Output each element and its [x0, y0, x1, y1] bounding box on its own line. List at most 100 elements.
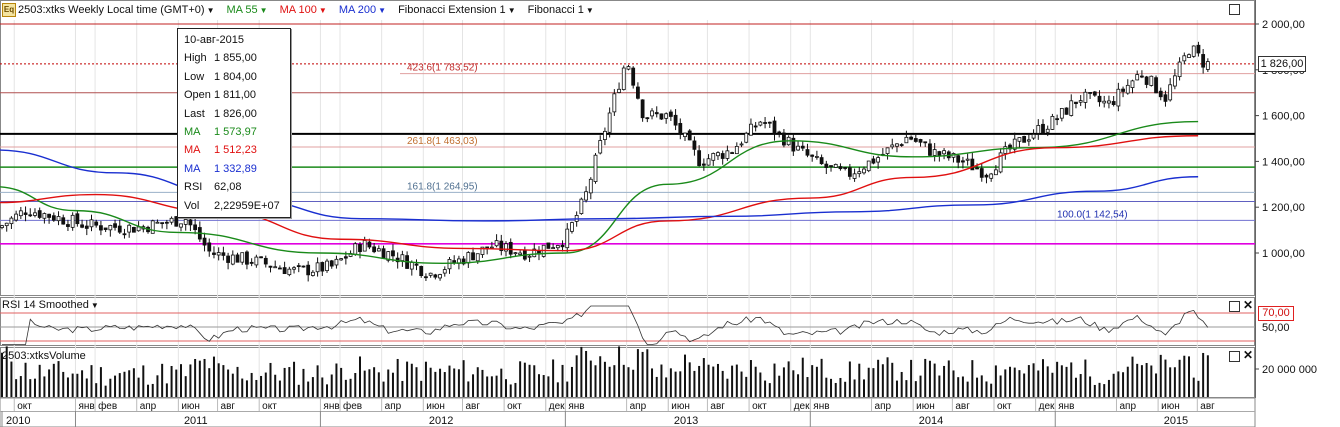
candle-body [508, 241, 513, 255]
candle-body [461, 258, 466, 265]
tooltip-value: 1 332,89 [214, 162, 257, 175]
candle-body [984, 174, 989, 178]
candle-body [4, 222, 9, 227]
rsi-pane-title[interactable]: RSI 14 Smoothed ▼ [2, 299, 99, 311]
candle-body [833, 163, 838, 168]
price-tick-label: 1 000,00 [1262, 248, 1305, 260]
candle-body [240, 252, 245, 263]
candle-body [339, 258, 344, 261]
candle-body [734, 145, 739, 155]
candle-body [904, 136, 909, 144]
month-label: фев [98, 400, 117, 412]
ma-line-55 [0, 120, 1199, 265]
candle-body [1026, 139, 1031, 142]
price-tick-label: 2 000,00 [1262, 19, 1305, 31]
candle-body [527, 255, 532, 258]
chevron-down-icon: ▼ [585, 5, 594, 15]
candle-body [47, 213, 52, 218]
candle-body [315, 262, 320, 273]
year-label: 2014 [919, 415, 943, 427]
candle-body [424, 276, 428, 279]
candle-body [296, 265, 301, 268]
month-label: фев [343, 400, 362, 412]
candle-body [94, 221, 99, 226]
candle-body [824, 163, 829, 168]
month-label: окт [262, 401, 277, 412]
year-label: 2012 [429, 415, 453, 427]
candle-body [725, 150, 730, 159]
month-label: июн [916, 401, 935, 412]
chevron-down-icon: ▼ [259, 5, 268, 15]
tooltip-value: 1 512,23 [214, 144, 257, 157]
candle-body [414, 263, 419, 266]
month-label: янв [78, 401, 94, 412]
rsi-maximize-button[interactable] [1229, 301, 1240, 312]
price-tick-label: 1 600,00 [1262, 111, 1305, 123]
candle-body [1182, 55, 1187, 62]
ma100-toggle[interactable]: MA 100 ▼ [280, 4, 327, 16]
candle-body [447, 259, 452, 270]
candle-body [169, 217, 174, 223]
symbol-selector[interactable]: Eq 2503:xtks Weekly Local time (GMT+0) ▼ [2, 3, 214, 17]
candle-body [282, 267, 287, 275]
candle-body [975, 167, 979, 170]
fib-level-label: 261.8(1 463,03) [407, 136, 478, 147]
candle-body [890, 144, 895, 148]
candle-body [1125, 84, 1130, 94]
ma55-toggle[interactable]: MA 55 ▼ [226, 4, 267, 16]
candle-body [928, 143, 932, 156]
candle-body [362, 240, 367, 252]
candle-body [1154, 77, 1158, 94]
candle-body [716, 152, 720, 157]
candle-body [320, 262, 325, 272]
month-label: окт [752, 401, 767, 412]
candle-body [989, 173, 994, 179]
month-label: июн [426, 401, 445, 412]
candle-body [565, 228, 570, 249]
candle-body [438, 274, 442, 279]
ma200-label: MA 200 [338, 4, 377, 16]
candle-body [226, 255, 230, 263]
maximize-pane-button[interactable] [1229, 4, 1240, 15]
candle-body [1092, 91, 1097, 96]
candle-body [391, 250, 395, 257]
candle-body [273, 266, 278, 269]
candle-body [1168, 84, 1173, 101]
rsi-close-icon[interactable]: ✕ [1243, 298, 1254, 312]
candle-body [668, 111, 673, 117]
candle-body [810, 154, 815, 157]
month-label: апр [385, 401, 402, 412]
fib-ext-toggle[interactable]: Fibonacci Extension 1 ▼ [398, 4, 516, 16]
rsi-tick-label: 50,00 [1262, 322, 1290, 334]
volume-maximize-button[interactable] [1229, 351, 1240, 362]
ma100-label: MA 100 [279, 4, 317, 16]
fib-level-label: 161.8(1 264,95) [407, 181, 478, 192]
candle-body [814, 156, 819, 158]
tooltip-row: MA 1 573,97 [184, 123, 284, 141]
volume-pane-title: 2503:xtksVolume [2, 350, 86, 362]
candle-body [249, 261, 254, 264]
volume-close-icon[interactable]: ✕ [1243, 348, 1254, 362]
candle-body [37, 210, 42, 218]
candle-body [772, 120, 777, 135]
tooltip-label: Open [184, 89, 211, 102]
fib-toggle[interactable]: Fibonacci 1 ▼ [528, 4, 594, 16]
candle-body [23, 212, 28, 215]
candle-body [1140, 75, 1144, 78]
month-label: авг [1200, 401, 1215, 412]
candle-body [1017, 137, 1022, 142]
rsi-level-badge: 70,00 [1258, 306, 1294, 321]
month-label: янв [1058, 401, 1074, 412]
candle-body [1041, 123, 1045, 134]
tooltip-value: 1 855,00 [214, 52, 257, 65]
ma200-toggle[interactable]: MA 200 ▼ [339, 4, 386, 16]
candle-body [28, 214, 33, 217]
candle-body [358, 244, 362, 253]
candle-body [857, 171, 862, 175]
candle-body [329, 260, 334, 267]
candle-body [1050, 116, 1055, 130]
candle-body [749, 123, 753, 136]
month-label: авг [955, 401, 970, 412]
candle-body [1196, 44, 1201, 54]
candle-body [353, 243, 358, 255]
